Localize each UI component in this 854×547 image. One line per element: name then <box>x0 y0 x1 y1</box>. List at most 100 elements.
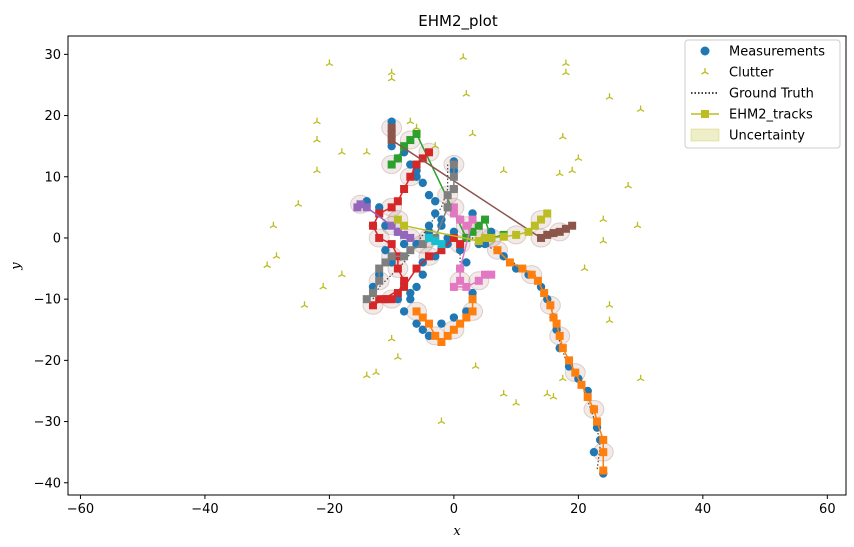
clutter-point <box>512 399 520 406</box>
track-point <box>462 221 471 230</box>
clutter-point <box>543 390 552 397</box>
track-point <box>393 215 402 224</box>
legend: Measurements Clutter Ground Truth EHM2_trac… <box>684 39 841 149</box>
clutter-point <box>636 105 645 113</box>
track-point <box>499 232 508 241</box>
clutter-point <box>462 90 471 97</box>
clutter-point <box>387 74 396 82</box>
track-point <box>424 252 433 261</box>
track-point <box>443 331 452 340</box>
track-point <box>599 435 608 444</box>
track-point <box>468 307 477 316</box>
track-point <box>375 209 384 218</box>
y-tick-label: 10 <box>44 170 61 185</box>
track-point <box>558 344 567 353</box>
track-line <box>496 249 605 471</box>
clutter-point <box>372 368 380 376</box>
clutter-point <box>412 123 421 131</box>
track-point <box>387 123 396 132</box>
x-tick-label: 60 <box>819 502 836 517</box>
track-point <box>468 215 477 224</box>
clutter-point <box>549 393 558 400</box>
clutter-point <box>559 374 567 382</box>
track-point <box>518 264 527 273</box>
measurement-point <box>431 209 440 218</box>
measurement-point <box>424 331 434 341</box>
clutter-point <box>313 117 321 125</box>
track-point <box>412 160 421 169</box>
plot-area <box>263 53 645 478</box>
track-point <box>481 215 490 224</box>
track-point <box>406 233 415 242</box>
track-point <box>400 252 409 261</box>
track-point <box>368 289 377 298</box>
track-point <box>527 270 536 279</box>
track-point <box>375 276 384 285</box>
axis-ticks: −60 −40 −20 0 20 40 60 −40 −30 −20 −10 0 10 20 30 <box>34 48 836 517</box>
track-point <box>481 233 490 242</box>
legend-swatch <box>701 68 709 75</box>
x-axis-label: x <box>453 524 461 539</box>
measurement-point <box>437 319 446 328</box>
track-point <box>406 136 415 145</box>
track-point <box>362 295 371 304</box>
track-point <box>375 264 384 273</box>
track-point <box>512 230 521 239</box>
track-point <box>481 270 490 279</box>
track-point <box>381 295 390 304</box>
track-point <box>593 417 602 426</box>
track-point <box>381 258 390 267</box>
track-point <box>493 246 502 255</box>
measurement-point <box>480 239 490 249</box>
x-tick-label: −20 <box>316 502 343 517</box>
track-point <box>524 227 533 236</box>
track-point <box>368 301 377 310</box>
measurement-point <box>418 178 427 188</box>
track-point <box>449 203 458 212</box>
measurement-point <box>468 288 477 298</box>
x-tick-label: −60 <box>67 502 94 517</box>
track-point <box>474 237 483 246</box>
clutter-point <box>269 221 278 229</box>
y-tick-label: 30 <box>44 48 61 63</box>
measurement-point <box>418 325 427 334</box>
clutter-point <box>406 117 415 125</box>
measurement-point <box>387 141 396 151</box>
clutter-point <box>431 142 440 149</box>
legend-label: Clutter <box>729 66 774 81</box>
track-point <box>400 142 409 151</box>
track-point <box>387 221 396 230</box>
legend-label: Ground Truth <box>729 87 814 102</box>
track-point <box>546 301 555 310</box>
track-point <box>568 221 577 230</box>
track-point <box>449 160 458 169</box>
clutter-point <box>574 154 583 161</box>
track-point <box>565 356 574 365</box>
track-point <box>505 258 514 267</box>
measurement-point <box>449 313 459 322</box>
measurement-point <box>412 172 421 181</box>
x-tick-label: 0 <box>450 502 458 517</box>
track-point <box>400 282 409 291</box>
track-point <box>543 209 552 218</box>
track-point <box>533 276 542 285</box>
track-point <box>437 246 446 255</box>
measurement-point <box>589 447 599 457</box>
track-point <box>589 405 598 414</box>
clutter-point <box>580 264 589 272</box>
track-point <box>393 227 402 236</box>
track-point <box>456 319 465 328</box>
clutter-point <box>599 215 608 223</box>
track-point <box>540 289 549 298</box>
track-point <box>487 270 496 279</box>
track-point <box>599 448 608 457</box>
track-point <box>424 148 433 157</box>
track-point <box>549 313 558 322</box>
measurement-point <box>381 246 390 255</box>
clutter-point <box>605 301 614 308</box>
measurement-point <box>393 294 403 304</box>
track-point <box>375 233 384 242</box>
track-point <box>468 227 477 236</box>
clutter-point <box>624 181 632 189</box>
